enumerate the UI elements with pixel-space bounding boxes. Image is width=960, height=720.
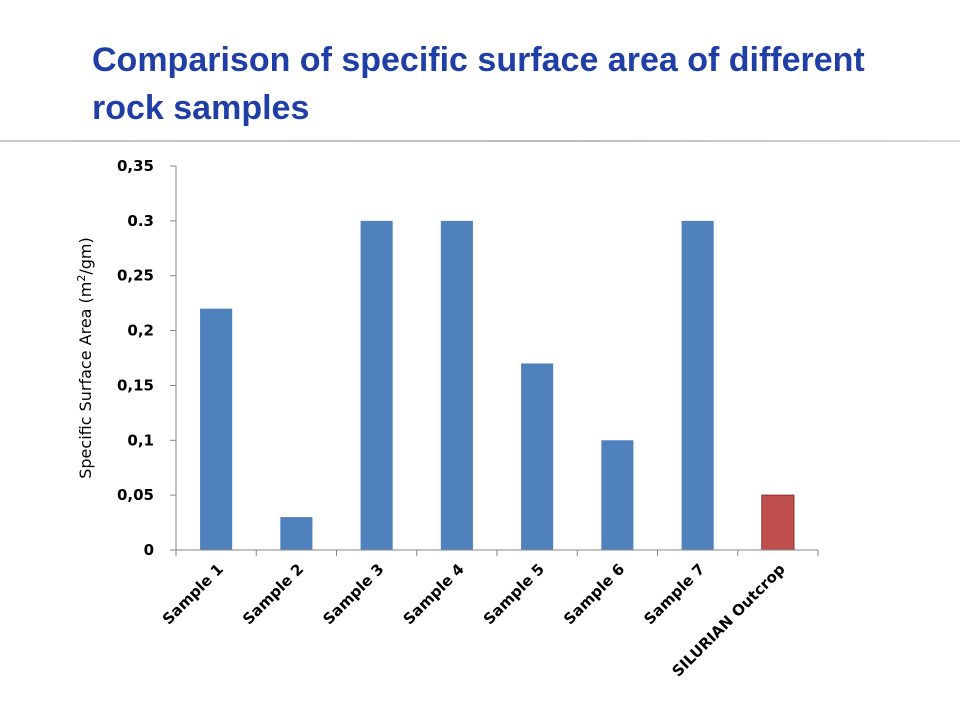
y-axis-ticks: 0 0,05 0,1 0,15 0,2 0,25 0.3 0,35 <box>117 157 176 559</box>
y-tick-label: 0,2 <box>127 322 154 340</box>
x-category-label: Sample 2 <box>239 560 307 628</box>
y-axis-title-superscript: 2 <box>75 275 88 282</box>
slide-title: Comparison of specific surface area of d… <box>92 41 865 127</box>
bar-sample-7 <box>681 220 714 550</box>
title-divider <box>0 140 960 142</box>
x-category-label: Sample 6 <box>560 560 628 628</box>
y-axis-title: Specific Surface Area (m2/gm) <box>75 237 95 479</box>
y-axis-title-main: Specific Surface Area (m <box>76 282 95 479</box>
bar-sample-3 <box>360 220 393 550</box>
bars <box>200 220 795 551</box>
y-tick-label: 0 <box>144 541 154 559</box>
axes <box>175 166 819 556</box>
y-tick-label: 0,1 <box>127 431 154 449</box>
bar-silurian-outcrop <box>761 494 795 551</box>
x-category-label: Sample 3 <box>319 560 387 628</box>
y-tick-label: 0,35 <box>117 157 154 175</box>
y-tick-label: 0.3 <box>127 212 154 230</box>
y-tick-label: 0,15 <box>117 376 154 394</box>
bar-sample-6 <box>601 440 634 550</box>
x-axis-labels: Sample 1 Sample 2 Sample 3 Sample 4 Sample 5… <box>159 560 789 680</box>
y-tick-label: 0,25 <box>117 267 154 285</box>
x-category-label: Sample 1 <box>159 560 227 628</box>
bar-sample-2 <box>280 517 313 550</box>
bar-sample-1 <box>200 308 233 550</box>
y-axis-title-unit: /gm) <box>76 237 95 274</box>
x-category-label: Sample 5 <box>480 560 548 628</box>
x-category-label: Sample 4 <box>400 560 468 628</box>
bar-sample-5 <box>521 363 554 550</box>
x-category-label: Sample 7 <box>640 560 708 628</box>
y-tick-label: 0,05 <box>117 486 154 504</box>
bar-sample-4 <box>440 220 473 550</box>
